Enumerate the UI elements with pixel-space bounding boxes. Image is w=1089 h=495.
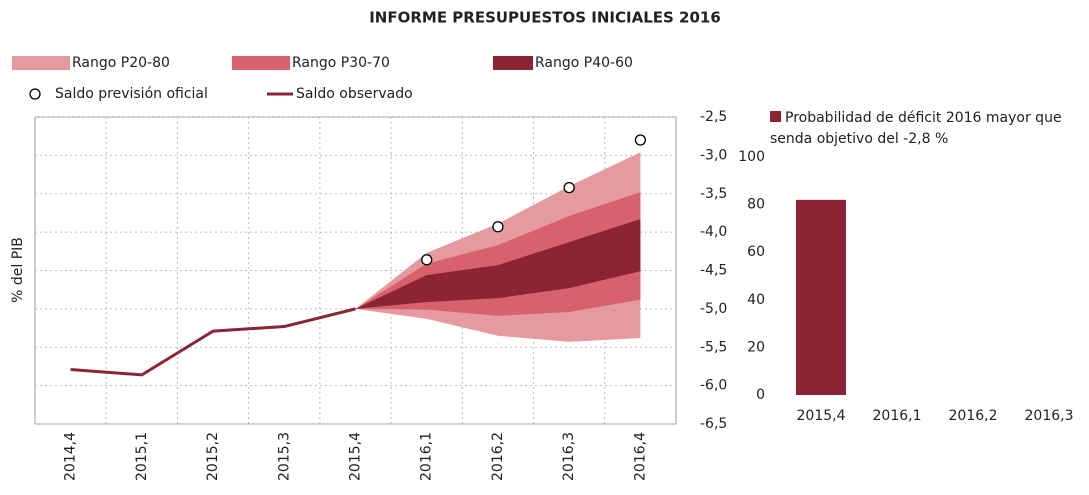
x-tick-label: 2015,4 — [797, 408, 846, 424]
x-tick-label: 2014,4 — [63, 432, 79, 481]
y-tick-label: 60 — [747, 244, 765, 260]
legend-swatch — [29, 88, 41, 100]
legend-label: Saldo observado — [296, 86, 413, 102]
y-axis-label: % del PIB — [10, 237, 26, 303]
legend-label: Probabilidad de déficit 2016 mayor que s… — [770, 110, 1062, 147]
x-tick-label: 2015,4 — [348, 432, 364, 481]
y-tick-label: -3,0 — [700, 147, 727, 163]
legend-label: Saldo previsión oficial — [55, 86, 208, 102]
y-tick-label: -3,5 — [700, 186, 727, 202]
x-tick-label: 2016,2 — [949, 408, 998, 424]
x-tick-label: 2015,2 — [205, 432, 221, 481]
marker — [492, 221, 504, 233]
y-tick-label: -5,5 — [700, 339, 727, 355]
legend-swatch — [770, 111, 781, 122]
legend-swatch — [493, 56, 533, 70]
fan-band — [355, 219, 641, 309]
legend-label: Rango P40-60 — [535, 55, 633, 71]
legend-label: Rango P20-80 — [72, 55, 170, 71]
y-tick-label: -5,0 — [700, 301, 727, 317]
x-tick-label: 2016,3 — [1025, 408, 1074, 424]
legend-swatch — [12, 56, 70, 70]
marker — [563, 181, 575, 194]
x-tick-label: 2015,3 — [276, 432, 292, 481]
y-tick-label: 80 — [747, 197, 765, 213]
x-tick-label: 2016,1 — [419, 432, 435, 481]
marker — [634, 134, 647, 146]
legend: Probabilidad de déficit 2016 mayor que s… — [770, 108, 1085, 150]
line — [70, 307, 356, 377]
chart-title: INFORME PRESUPUESTOS INICIALES 2016 — [369, 9, 721, 27]
y-tick-label: -4,5 — [700, 263, 727, 279]
y-tick-label: 100 — [738, 149, 765, 165]
y-tick-label: 20 — [747, 339, 765, 355]
x-tick-label: 2016,1 — [873, 408, 922, 424]
x-tick-label: 2016,3 — [561, 432, 577, 481]
marker — [421, 254, 433, 266]
x-tick-label: 2015,1 — [134, 432, 150, 481]
legend-swatch — [232, 56, 290, 70]
x-tick-label: 2016,2 — [490, 432, 506, 481]
y-tick-label: -6,5 — [700, 416, 727, 432]
bar — [796, 199, 846, 395]
y-tick-label: -4,0 — [700, 224, 727, 240]
y-tick-label: 40 — [747, 292, 765, 308]
y-tick-label: 0 — [756, 387, 765, 403]
legend-label: Rango P30-70 — [292, 55, 390, 71]
x-tick-label: 2016,4 — [632, 432, 648, 481]
y-tick-label: -6,0 — [700, 378, 727, 394]
y-tick-label: -2,5 — [700, 109, 727, 125]
